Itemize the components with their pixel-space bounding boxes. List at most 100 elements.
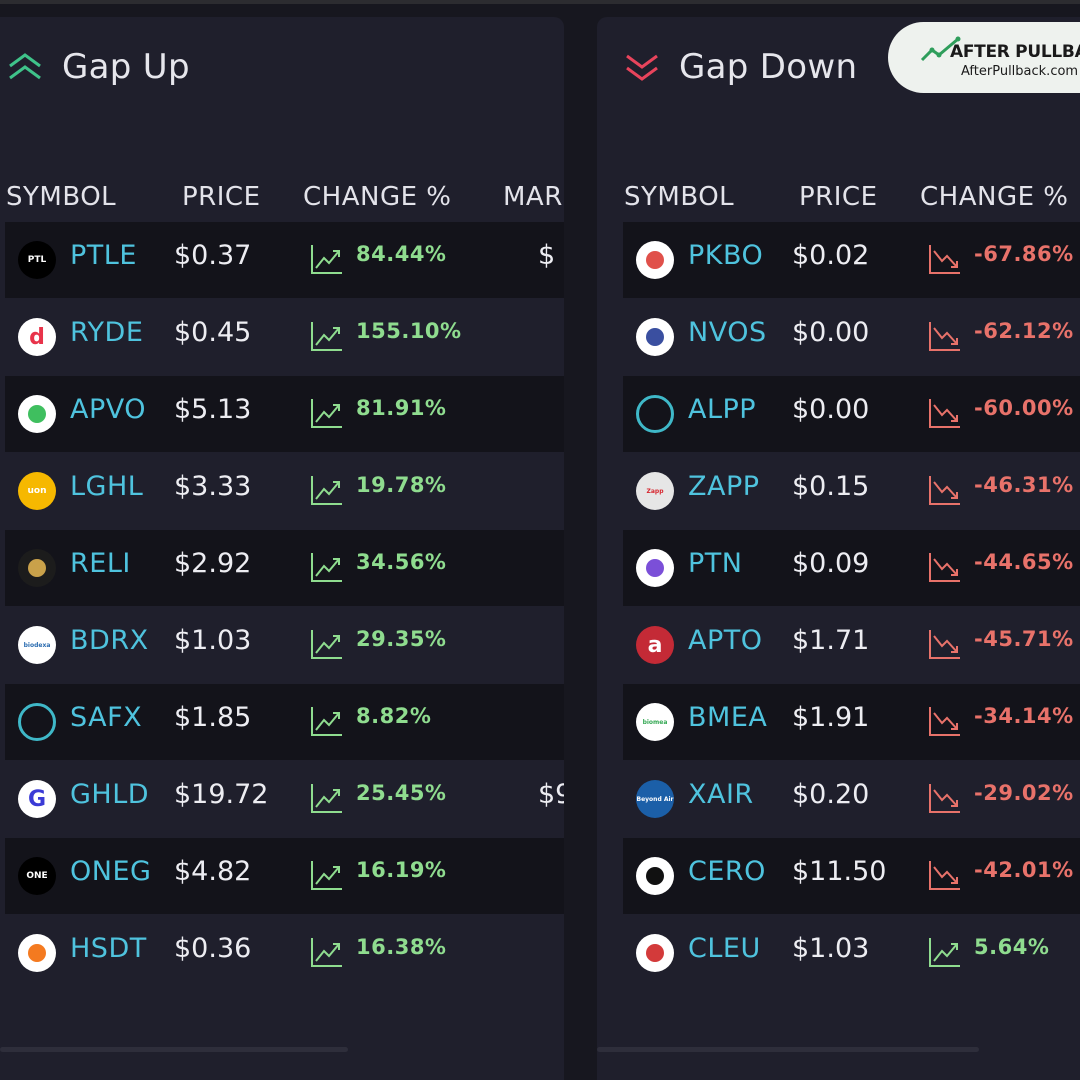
stock-symbol[interactable]: APTO: [688, 625, 763, 656]
table-row[interactable]: Beyond Air XAIR $0.20 -29.02%: [623, 761, 1080, 837]
company-logo: [636, 318, 674, 356]
stock-price: $1.91: [792, 702, 870, 733]
table-row[interactable]: HSDT $0.36 16.38%: [5, 915, 564, 991]
table-row[interactable]: PTN $0.09 -44.65%: [623, 530, 1080, 606]
table-row[interactable]: Zapp ZAPP $0.15 -46.31%: [623, 453, 1080, 529]
stock-symbol[interactable]: CERO: [688, 856, 766, 887]
stock-price: $0.36: [174, 933, 252, 964]
change-percent: 16.38%: [356, 935, 447, 959]
change-percent: -44.65%: [974, 550, 1074, 574]
company-logo: [18, 934, 56, 972]
trending-down-icon: [928, 551, 962, 583]
table-row[interactable]: SAFX $1.85 8.82%: [5, 684, 564, 760]
company-logo-mark: [28, 559, 46, 577]
trending-down-icon: [928, 705, 962, 737]
table-row[interactable]: ONE ONEG $4.82 16.19%: [5, 838, 564, 914]
company-logo-text: d: [29, 324, 45, 350]
gap-up-panel: Gap Up SYMBOL PRICE CHANGE % MAR PTL PTLE…: [0, 17, 564, 1080]
stock-symbol[interactable]: BMEA: [688, 702, 768, 733]
stock-symbol[interactable]: CLEU: [688, 933, 761, 964]
stock-symbol[interactable]: LGHL: [70, 471, 144, 502]
company-logo: Beyond Air: [636, 780, 674, 818]
gap-down-horizontal-scrollbar[interactable]: [597, 1047, 979, 1052]
gap-down-title: Gap Down: [623, 45, 857, 89]
company-logo-text: ONE: [26, 871, 48, 881]
stock-symbol[interactable]: ONEG: [70, 856, 152, 887]
change-percent: 5.64%: [974, 935, 1050, 959]
change-percent: 16.19%: [356, 858, 447, 882]
company-logo-mark: [646, 559, 664, 577]
stock-price: $0.37: [174, 240, 252, 271]
column-header-change[interactable]: CHANGE %: [920, 182, 1069, 212]
stock-symbol[interactable]: APVO: [70, 394, 146, 425]
column-header-symbol[interactable]: SYMBOL: [6, 182, 117, 212]
stock-symbol[interactable]: RYDE: [70, 317, 144, 348]
market-cap: $9: [538, 779, 564, 810]
trending-up-icon: [310, 782, 344, 814]
table-row[interactable]: NVOS $0.00 -62.12%: [623, 299, 1080, 375]
table-row[interactable]: RELI $2.92 34.56%: [5, 530, 564, 606]
stock-symbol[interactable]: PKBO: [688, 240, 764, 271]
column-header-change[interactable]: CHANGE %: [303, 182, 452, 212]
trending-up-icon: [928, 936, 962, 968]
stock-symbol[interactable]: PTN: [688, 548, 743, 579]
stock-price: $19.72: [174, 779, 269, 810]
window-top-border: [0, 0, 1080, 4]
table-row[interactable]: PTL PTLE $0.37 84.44% $: [5, 222, 564, 298]
table-row[interactable]: APVO $5.13 81.91%: [5, 376, 564, 452]
trending-up-icon: [310, 936, 344, 968]
gap-up-title: Gap Up: [6, 45, 190, 89]
table-row[interactable]: biodexa BDRX $1.03 29.35%: [5, 607, 564, 683]
chevrons-up-icon: [6, 48, 44, 86]
stock-symbol[interactable]: XAIR: [688, 779, 754, 810]
table-row[interactable]: CLEU $1.03 5.64%: [623, 915, 1080, 991]
brand-url[interactable]: AfterPullback.com: [961, 64, 1079, 79]
change-percent: -34.14%: [974, 704, 1074, 728]
stock-symbol[interactable]: PTLE: [70, 240, 137, 271]
company-logo-mark: [646, 251, 664, 269]
change-percent: 29.35%: [356, 627, 447, 651]
table-row[interactable]: a APTO $1.71 -45.71%: [623, 607, 1080, 683]
column-header-market[interactable]: MAR: [503, 182, 563, 212]
table-row[interactable]: PKBO $0.02 -67.86%: [623, 222, 1080, 298]
company-logo: biomea: [636, 703, 674, 741]
company-logo-text: uon: [27, 486, 47, 496]
brand-name: AFTER PULLBACK: [950, 42, 1080, 62]
change-percent: 81.91%: [356, 396, 447, 420]
stock-price: $0.45: [174, 317, 252, 348]
table-row[interactable]: uon LGHL $3.33 19.78%: [5, 453, 564, 529]
stock-price: $0.00: [792, 317, 870, 348]
gap-up-horizontal-scrollbar[interactable]: [0, 1047, 348, 1052]
stock-symbol[interactable]: SAFX: [70, 702, 143, 733]
company-logo-mark: [646, 328, 664, 346]
company-logo-text: Beyond Air: [636, 795, 674, 803]
stock-price: $11.50: [792, 856, 887, 887]
stock-price: $1.71: [792, 625, 870, 656]
table-row[interactable]: biomea BMEA $1.91 -34.14%: [623, 684, 1080, 760]
stock-symbol[interactable]: ZAPP: [688, 471, 760, 502]
stock-symbol[interactable]: ALPP: [688, 394, 757, 425]
stock-symbol[interactable]: BDRX: [70, 625, 149, 656]
company-logo-mark: [646, 944, 664, 962]
stock-symbol[interactable]: HSDT: [70, 933, 147, 964]
stock-symbol[interactable]: RELI: [70, 548, 131, 579]
column-header-price[interactable]: PRICE: [182, 182, 261, 212]
trending-down-icon: [928, 243, 962, 275]
stock-symbol[interactable]: NVOS: [688, 317, 767, 348]
table-row[interactable]: ALPP $0.00 -60.00%: [623, 376, 1080, 452]
stock-symbol[interactable]: GHLD: [70, 779, 150, 810]
column-header-symbol[interactable]: SYMBOL: [624, 182, 735, 212]
table-row[interactable]: G GHLD $19.72 25.45% $9: [5, 761, 564, 837]
change-percent: -67.86%: [974, 242, 1074, 266]
stock-price: $0.20: [792, 779, 870, 810]
column-header-price[interactable]: PRICE: [799, 182, 878, 212]
change-percent: -42.01%: [974, 858, 1074, 882]
table-row[interactable]: d RYDE $0.45 155.10%: [5, 299, 564, 375]
chevrons-down-icon: [623, 48, 661, 86]
stock-price: $5.13: [174, 394, 252, 425]
trending-down-icon: [928, 859, 962, 891]
trending-up-icon: [310, 474, 344, 506]
table-row[interactable]: CERO $11.50 -42.01%: [623, 838, 1080, 914]
company-logo: ONE: [18, 857, 56, 895]
company-logo: Zapp: [636, 472, 674, 510]
